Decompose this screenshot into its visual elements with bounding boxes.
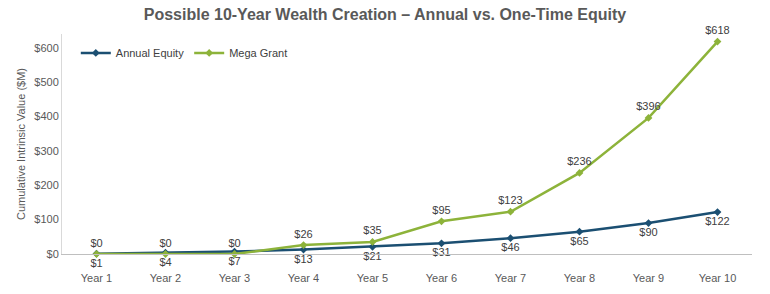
svg-text:$35: $35	[363, 224, 381, 236]
svg-text:Annual Equity: Annual Equity	[116, 47, 184, 59]
svg-text:Year 9: Year 9	[633, 272, 664, 284]
svg-text:$1: $1	[90, 257, 102, 269]
svg-text:$500: $500	[34, 76, 58, 88]
svg-text:$26: $26	[294, 228, 312, 240]
svg-text:Cumulative Intrinsic Value ($M: Cumulative Intrinsic Value ($M)	[15, 68, 27, 220]
svg-text:$46: $46	[501, 241, 519, 253]
svg-text:$122: $122	[705, 215, 729, 227]
svg-text:$600: $600	[34, 42, 58, 54]
svg-text:$21: $21	[363, 250, 381, 262]
svg-text:$95: $95	[432, 204, 450, 216]
svg-text:$400: $400	[34, 110, 58, 122]
svg-text:$123: $123	[498, 194, 522, 206]
svg-text:$0: $0	[159, 237, 171, 249]
svg-text:$13: $13	[294, 253, 312, 265]
svg-text:$4: $4	[159, 256, 171, 268]
svg-text:Mega Grant: Mega Grant	[229, 47, 287, 59]
svg-text:$0: $0	[47, 248, 59, 260]
svg-text:Year 4: Year 4	[288, 272, 319, 284]
svg-text:Year 3: Year 3	[219, 272, 250, 284]
svg-text:$31: $31	[432, 246, 450, 258]
svg-text:Year 8: Year 8	[564, 272, 595, 284]
svg-text:Year 5: Year 5	[357, 272, 388, 284]
svg-text:Year 10: Year 10	[699, 272, 737, 284]
svg-text:$90: $90	[639, 226, 657, 238]
svg-text:Year 1: Year 1	[81, 272, 112, 284]
svg-text:$0: $0	[228, 237, 240, 249]
svg-text:Year 7: Year 7	[495, 272, 526, 284]
svg-text:$200: $200	[34, 179, 58, 191]
svg-text:Year 2: Year 2	[150, 272, 181, 284]
svg-text:Year 6: Year 6	[426, 272, 457, 284]
svg-text:$618: $618	[705, 24, 729, 36]
svg-text:$100: $100	[34, 213, 58, 225]
svg-text:$300: $300	[34, 145, 58, 157]
svg-text:$7: $7	[228, 255, 240, 267]
svg-text:$396: $396	[636, 100, 660, 112]
svg-text:$65: $65	[570, 235, 588, 247]
svg-text:$0: $0	[90, 237, 102, 249]
svg-text:$236: $236	[567, 155, 591, 167]
svg-text:Possible 10-Year Wealth Creati: Possible 10-Year Wealth Creation – Annua…	[144, 6, 627, 23]
